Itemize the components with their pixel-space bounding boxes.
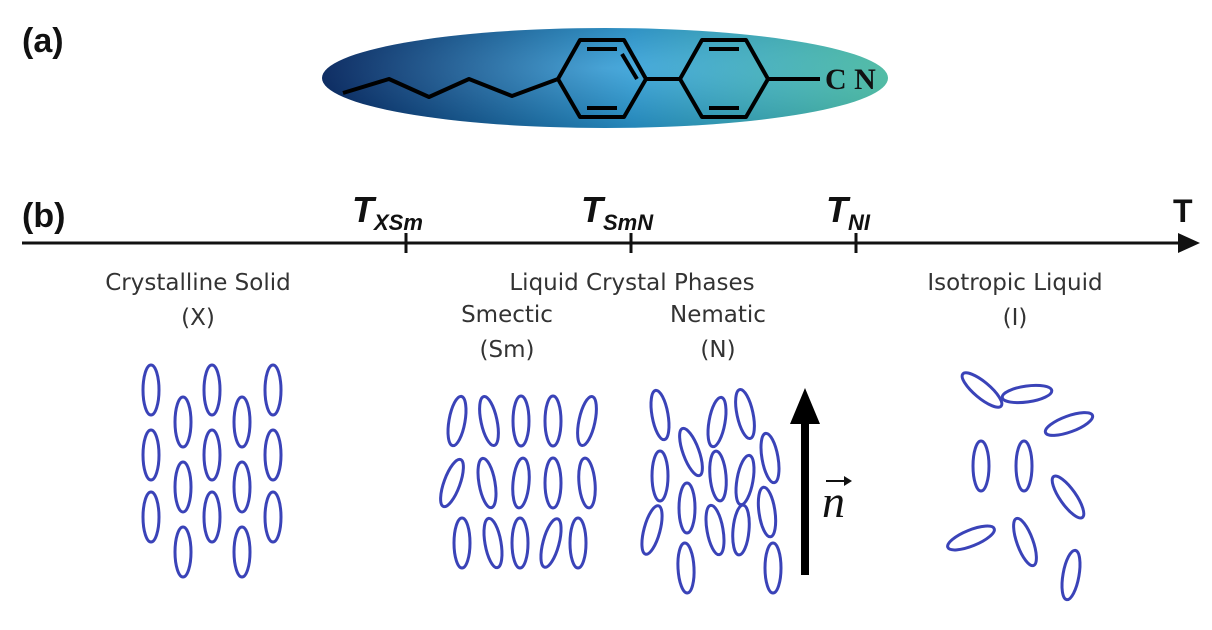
molecule-ellipse [640, 504, 664, 556]
crystal-phase-name: Crystalline Solid [105, 270, 290, 296]
molecule-ellipse [232, 395, 252, 449]
molecule-ellipse [539, 517, 563, 569]
molecule-ellipse [1012, 516, 1038, 568]
molecule-ellipse [510, 516, 530, 570]
molecule-ellipse [1000, 383, 1054, 405]
molecule-ellipse [476, 456, 498, 510]
molecule-ellipse [568, 516, 588, 570]
molecule-ellipse [263, 428, 283, 482]
molecule-ellipse [482, 516, 504, 570]
transition-label-ni: TNI [826, 189, 871, 235]
molecule-ellipse [263, 490, 283, 544]
panel-b-label: (b) [22, 197, 65, 235]
molecule-ellipse [543, 394, 563, 448]
molecule-ellipse [511, 394, 531, 448]
molecule-ellipse [173, 525, 193, 579]
molecule-ellipse [678, 426, 704, 478]
molecule-ellipse [202, 490, 222, 544]
molecule-ellipse [677, 481, 697, 535]
molecule-ellipse [704, 503, 726, 557]
crystal-phase-abbr: (X) [181, 305, 215, 331]
molecule-ellipse [763, 541, 783, 595]
molecule-ellipse [478, 394, 500, 448]
molecule-ellipse [734, 453, 756, 507]
svg-text:n: n [822, 476, 845, 527]
molecule-ellipse [202, 363, 222, 417]
molecule-ellipse [731, 503, 751, 557]
smectic-phase-abbr: (Sm) [480, 337, 535, 363]
director-arrow [790, 388, 820, 575]
molecule-ellipse [1060, 548, 1082, 602]
smectic-molecules [439, 394, 598, 570]
molecule-ellipse [232, 460, 252, 514]
molecule-ellipse [173, 395, 193, 449]
molecule-ellipse [511, 456, 531, 510]
molecule-ellipse [960, 371, 1004, 409]
molecule-ellipse [576, 394, 598, 448]
molecule-ellipse [756, 485, 778, 539]
molecule-ellipse [1043, 411, 1095, 437]
smectic-phase-name: Smectic [461, 302, 553, 328]
nematic-phase-name: Nematic [670, 302, 766, 328]
panel-a-label: (a) [22, 22, 64, 60]
molecule-ellipse [141, 428, 161, 482]
molecule-ellipse [173, 460, 193, 514]
molecule-ellipse [649, 388, 671, 442]
molecule-ellipse [708, 449, 728, 503]
transition-label-xsm: TXSm [352, 189, 423, 235]
molecule-ellipse [971, 439, 991, 493]
molecule-ellipse [759, 431, 781, 485]
axis-arrowhead [1178, 233, 1200, 253]
isotropic-phase-name: Isotropic Liquid [927, 270, 1102, 296]
molecule-ellipse [232, 525, 252, 579]
molecule-ellipse [1014, 439, 1034, 493]
molecule-ellipse [263, 363, 283, 417]
molecule-ellipse [141, 490, 161, 544]
cyano-group-label: C N [825, 63, 876, 96]
molecule-ellipse [141, 363, 161, 417]
molecule-ellipse [202, 428, 222, 482]
molecule-ellipse [650, 449, 670, 503]
lc-phases-label: Liquid Crystal Phases [509, 270, 754, 296]
molecule-ellipse [439, 457, 465, 509]
molecule-ellipse [1050, 474, 1086, 520]
temperature-axis-label: T [1173, 193, 1193, 229]
crystal-molecules [141, 363, 283, 579]
molecule-ellipse [734, 387, 756, 441]
temperature-axis: TXSm TSmN TNI T [22, 189, 1200, 253]
molecule-ellipse [706, 395, 728, 449]
molecule-ellipse [676, 541, 696, 595]
molecule-ellipse [446, 394, 468, 448]
isotropic-molecules [946, 371, 1095, 602]
nematic-molecules [640, 387, 783, 595]
alkyl-chain [342, 77, 559, 99]
director-symbol: n [822, 476, 852, 527]
molecule-ellipse [946, 524, 996, 552]
transition-label-smn: TSmN [581, 189, 654, 235]
molecule-ellipse [452, 516, 472, 570]
nematic-phase-abbr: (N) [700, 337, 735, 363]
molecule-ellipse [577, 456, 597, 510]
molecule-ellipse [543, 456, 563, 510]
isotropic-phase-abbr: (I) [1003, 305, 1028, 331]
mesogen-molecule: C N [322, 28, 888, 128]
